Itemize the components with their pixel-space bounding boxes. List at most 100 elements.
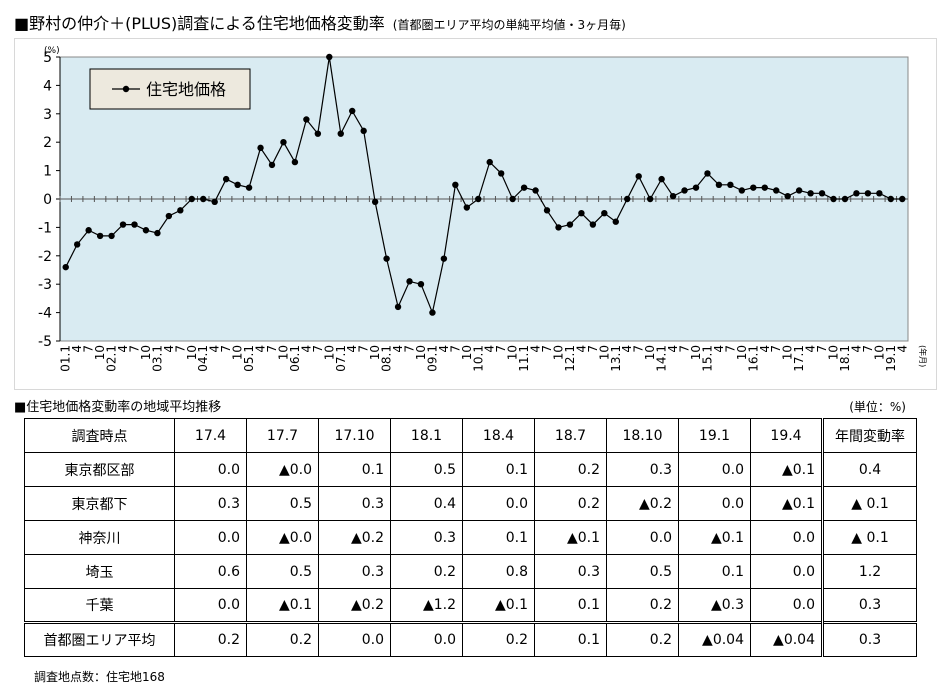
x-tick-label: 4 <box>895 345 909 353</box>
table-cell: 0.1 <box>534 588 607 623</box>
data-point <box>314 130 322 137</box>
table-cell: 0.2 <box>606 621 679 657</box>
x-tick-label: 09.1 <box>425 345 439 372</box>
table-cell: ▲0.2 <box>318 588 391 623</box>
data-point <box>452 181 459 188</box>
data-point <box>280 139 287 146</box>
x-tick-label: 01.1 <box>59 345 73 372</box>
data-point <box>704 170 711 177</box>
x-tick-label: 07.1 <box>334 345 348 372</box>
x-unit-label: (年月) <box>918 345 928 367</box>
table-cell: 0.2 <box>534 486 607 521</box>
table-cell: 0.3 <box>390 520 463 555</box>
table-cell: 0.0 <box>678 452 751 487</box>
x-tick-label: 4 <box>208 345 222 353</box>
data-point <box>692 184 700 191</box>
row-label: 神奈川 <box>24 520 175 555</box>
data-point <box>234 181 241 188</box>
x-tick-label: 7 <box>723 345 737 353</box>
data-point <box>108 232 115 240</box>
x-tick-label: 4 <box>666 345 680 353</box>
x-tick-label: 08.1 <box>380 345 394 372</box>
data-point <box>119 221 127 228</box>
x-tick-label: 4 <box>299 345 313 353</box>
table-cell: ▲0.04 <box>750 621 823 657</box>
table-section-title: ■住宅地価格変動率の地域平均推移 <box>14 400 222 415</box>
x-tick-label: 4 <box>116 345 130 353</box>
x-tick-label: 7 <box>815 345 829 353</box>
legend-label: 住宅地価格 <box>146 80 226 99</box>
y-tick-label: 4 <box>43 78 52 94</box>
data-point <box>750 184 757 191</box>
row-label: 千葉 <box>24 588 175 623</box>
x-tick-label: 7 <box>861 345 875 353</box>
table-cell: 0.4 <box>390 486 463 521</box>
x-tick-label: 10.1 <box>471 345 485 372</box>
data-point <box>578 210 585 217</box>
x-tick-label: 04.1 <box>196 345 210 372</box>
x-tick-label: 12.1 <box>563 345 577 372</box>
x-tick-label: 10 <box>827 345 841 360</box>
row-label: 埼玉 <box>24 554 175 589</box>
table-row: 埼玉 0.6 0.5 0.3 0.2 0.8 0.3 0.5 0.1 0.0 1.2 <box>24 554 917 589</box>
data-point <box>303 116 310 123</box>
data-point <box>200 195 207 203</box>
table-cell: ▲0.2 <box>606 486 679 521</box>
table-cell: ▲0.1 <box>246 588 319 623</box>
data-point <box>543 207 551 214</box>
x-tick-label: 4 <box>70 345 84 353</box>
x-tick-label: 10 <box>735 345 749 360</box>
table-cell: 0.0 <box>606 520 679 555</box>
data-point <box>429 309 436 316</box>
table-cell: 0.0 <box>750 588 823 623</box>
annual-change-cell: ▲ 0.1 <box>821 486 917 521</box>
data-point <box>291 158 299 166</box>
data-point <box>646 195 654 203</box>
data-point <box>807 190 814 197</box>
chart-container: 5 4 3 2 1 0 -1 -2 -3 -4 -5 01.1 4 7 10 02.1 4 7 10 03.1 4 7 10… <box>14 38 937 390</box>
x-tick-label: 4 <box>758 345 772 353</box>
x-tick-label: 4 <box>712 345 726 353</box>
regional-change-table: 調査時点 17.4 17.7 17.10 18.1 18.4 18.7 18.10 19.1 19… <box>24 418 917 657</box>
table-row: 首都圏エリア平均 0.2 0.2 0.0 0.0 0.2 0.1 0.2 ▲0.04 ▲0.04 0… <box>24 621 917 657</box>
header-period: 19.4 <box>750 418 823 453</box>
data-point <box>85 227 92 234</box>
data-point <box>257 144 264 152</box>
header-period: 17.10 <box>318 418 391 453</box>
data-point <box>177 207 184 214</box>
table-cell: 0.0 <box>174 588 247 623</box>
table-cell: ▲0.2 <box>318 520 391 555</box>
x-tick-label: 7 <box>403 345 417 353</box>
x-tick-label: 10 <box>231 345 245 360</box>
legend: 住宅地価格 <box>89 68 251 110</box>
table-cell: 0.1 <box>318 452 391 487</box>
y-unit-label: (%) <box>44 46 60 56</box>
table-cell: ▲0.1 <box>750 452 823 487</box>
table-cell: 0.0 <box>390 621 463 657</box>
x-tick-label: 10 <box>368 345 382 360</box>
data-point <box>245 184 253 191</box>
data-point <box>715 181 723 188</box>
table-cell: 0.2 <box>390 554 463 589</box>
header-period: 17.4 <box>174 418 247 453</box>
x-tick-label: 4 <box>620 345 634 353</box>
table-cell: ▲1.2 <box>390 588 463 623</box>
x-tick-label: 4 <box>345 345 359 353</box>
table-cell: ▲0.1 <box>678 520 751 555</box>
y-tick-label: -1 <box>38 220 52 236</box>
table-cell: ▲0.0 <box>246 520 319 555</box>
header-period: 18.1 <box>390 418 463 453</box>
x-tick-label: 7 <box>448 345 462 353</box>
table-cell: 0.0 <box>750 554 823 589</box>
data-point <box>669 192 677 200</box>
data-point <box>96 232 104 240</box>
x-tick-label: 4 <box>529 345 543 353</box>
header-period: 18.10 <box>606 418 679 453</box>
y-tick-label: 0 <box>43 192 52 208</box>
data-point <box>349 107 356 115</box>
x-tick-label: 7 <box>586 345 600 353</box>
data-point <box>486 158 493 166</box>
data-point <box>154 229 161 237</box>
row-label: 東京都区部 <box>24 452 175 487</box>
data-point <box>589 221 597 228</box>
